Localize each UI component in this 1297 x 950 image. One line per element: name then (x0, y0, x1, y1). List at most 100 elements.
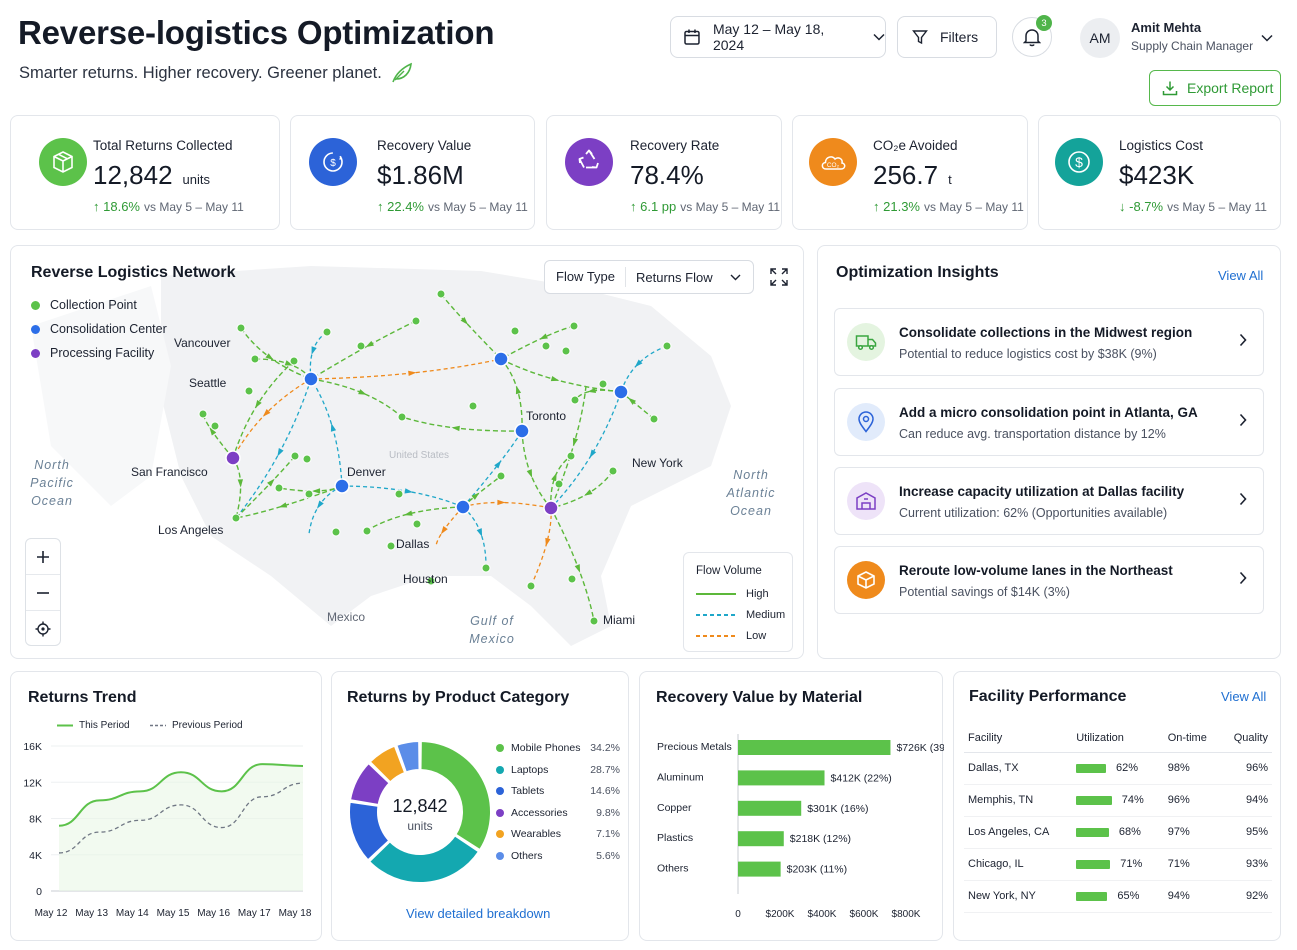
city-label: Denver (347, 465, 386, 479)
chevron-down-icon (1261, 34, 1273, 42)
legend-item: Laptops 28.7% (496, 764, 620, 776)
export-report-button[interactable]: Export Report (1149, 70, 1281, 106)
notifications-button[interactable]: 3 (1012, 15, 1052, 57)
flow-type-value: Returns Flow (636, 269, 713, 285)
series-line-this-period (58, 763, 304, 827)
collection-point-node (541, 341, 551, 351)
flow-line (500, 358, 523, 432)
locate-button[interactable] (26, 611, 60, 647)
insights-view-all-link[interactable]: View All (1218, 268, 1264, 283)
zoom-in-button[interactable] (26, 539, 60, 575)
kpi-delta: ↓ -8.7% vs May 5 – May 11 (1119, 199, 1267, 214)
legend-processing-facility: Processing Facility (31, 346, 154, 360)
bar (738, 861, 781, 877)
legend-percent: 7.1% (596, 828, 620, 841)
flow-volume-label: Low (746, 630, 767, 642)
flow-volume-high: High (696, 588, 769, 600)
filters-button[interactable]: Filters (897, 16, 997, 58)
flow-line (530, 507, 552, 587)
recovery-coin-icon: $ (309, 138, 357, 186)
export-label: Export Report (1187, 80, 1274, 96)
flow-type-label: Flow Type (545, 267, 627, 287)
zoom-out-button[interactable] (26, 575, 60, 611)
flow-line (550, 391, 622, 509)
filter-icon (912, 30, 928, 45)
flow-arrow (311, 346, 317, 355)
collection-point-node (210, 421, 220, 431)
view-breakdown-link[interactable]: View detailed breakdown (406, 906, 551, 921)
legend-percent: 9.8% (596, 806, 620, 819)
country-label: Mexico (327, 610, 366, 624)
kpi-delta-value: 6.1 pp (640, 199, 677, 214)
flow-arrow (358, 389, 367, 395)
collection-point-node (510, 326, 520, 336)
flow-arrow (515, 385, 522, 395)
flow-arrow (584, 489, 593, 496)
date-range-picker[interactable]: May 12 – May 18, 2024 (670, 16, 886, 58)
category-label: Plastics (657, 832, 693, 844)
flow-arrow (408, 370, 417, 377)
flow-volume-title: Flow Volume (696, 565, 762, 577)
collection-point-node (397, 412, 407, 422)
y-tick-label: 12K (23, 777, 42, 789)
kpi-label: Recovery Value (377, 138, 472, 153)
calendar-icon (684, 29, 700, 45)
utilization-bar (1076, 795, 1112, 805)
utilization-bar (1076, 891, 1108, 901)
table-row[interactable]: Dallas, TX 62% 98% 96% (964, 752, 1272, 785)
table-row[interactable]: Memphis, TN 74% 96% 94% (964, 784, 1272, 817)
flow-line (254, 358, 312, 380)
category-donut-chart (348, 739, 492, 884)
table-row[interactable]: New York, NY 65% 94% 92% (964, 880, 1272, 913)
utilization-value: 71% (1120, 858, 1143, 870)
kpi-delta: ↑ 6.1 pp vs May 5 – May 11 (630, 199, 781, 214)
legend-item: Accessories 9.8% (496, 807, 620, 819)
quality-cell: 94% (1220, 784, 1272, 817)
insight-desc: Potential to reduce logistics cost by $3… (899, 347, 1157, 361)
flow-type-select[interactable]: Flow Type Returns Flow (544, 260, 754, 294)
x-tick-label: $400K (808, 909, 837, 920)
route-box-icon (847, 561, 885, 599)
insight-item[interactable]: Consolidate collections in the Midwest r… (834, 308, 1264, 376)
city-label: San Francisco (131, 465, 208, 479)
table-row[interactable]: Los Angeles, CA 68% 97% 95% (964, 816, 1272, 849)
collection-point-node (274, 483, 284, 493)
utilization-cell: 65% (1072, 880, 1164, 913)
city-label: Miami (603, 613, 635, 627)
flow-line (620, 345, 668, 393)
legend-this-period: This Period (57, 720, 130, 731)
collection-point-node (386, 541, 396, 551)
flow-line (232, 457, 242, 519)
insight-item[interactable]: Increase capacity utilization at Dallas … (834, 467, 1264, 535)
data-label: $218K (12%) (790, 833, 851, 845)
legend-swatch (496, 852, 504, 860)
insight-item[interactable]: Reroute low-volume lanes in the Northeas… (834, 546, 1264, 614)
legend-collection-point: Collection Point (31, 298, 137, 312)
facility-view-all-link[interactable]: View All (1221, 689, 1267, 704)
column-header: Quality (1220, 726, 1272, 753)
date-range-text: May 12 – May 18, 2024 (712, 21, 825, 53)
utilization-cell: 62% (1072, 752, 1164, 785)
kpi-delta-value: 21.3% (883, 199, 920, 214)
series-line-previous (58, 782, 304, 854)
utilization-value: 62% (1115, 762, 1138, 774)
legend-item: Others 5.6% (496, 850, 620, 862)
legend-swatch (496, 787, 504, 796)
collection-point-node (250, 354, 260, 364)
collection-point-node (426, 576, 436, 586)
flow-arrow (262, 409, 271, 417)
flow-arrow (589, 449, 597, 458)
expand-icon[interactable] (769, 267, 789, 287)
legend-label: Mobile Phones (511, 742, 581, 754)
user-menu[interactable]: AM Amit Mehta Supply Chain Manager (1080, 16, 1280, 60)
insight-item[interactable]: Add a micro consolidation point in Atlan… (834, 388, 1264, 456)
flow-line (462, 506, 487, 569)
flow-arrow (267, 478, 275, 487)
insight-title: Reroute low-volume lanes in the Northeas… (899, 563, 1173, 578)
table-row[interactable]: Chicago, IL 71% 71% 93% (964, 848, 1272, 881)
kpi-compare: vs May 5 – May 11 (924, 200, 1024, 214)
facility-table: Facility Utilization On-time Quality Dal… (964, 726, 1272, 913)
collection-point-node (362, 526, 372, 536)
area-fill (59, 764, 303, 891)
flow-line (440, 293, 502, 360)
